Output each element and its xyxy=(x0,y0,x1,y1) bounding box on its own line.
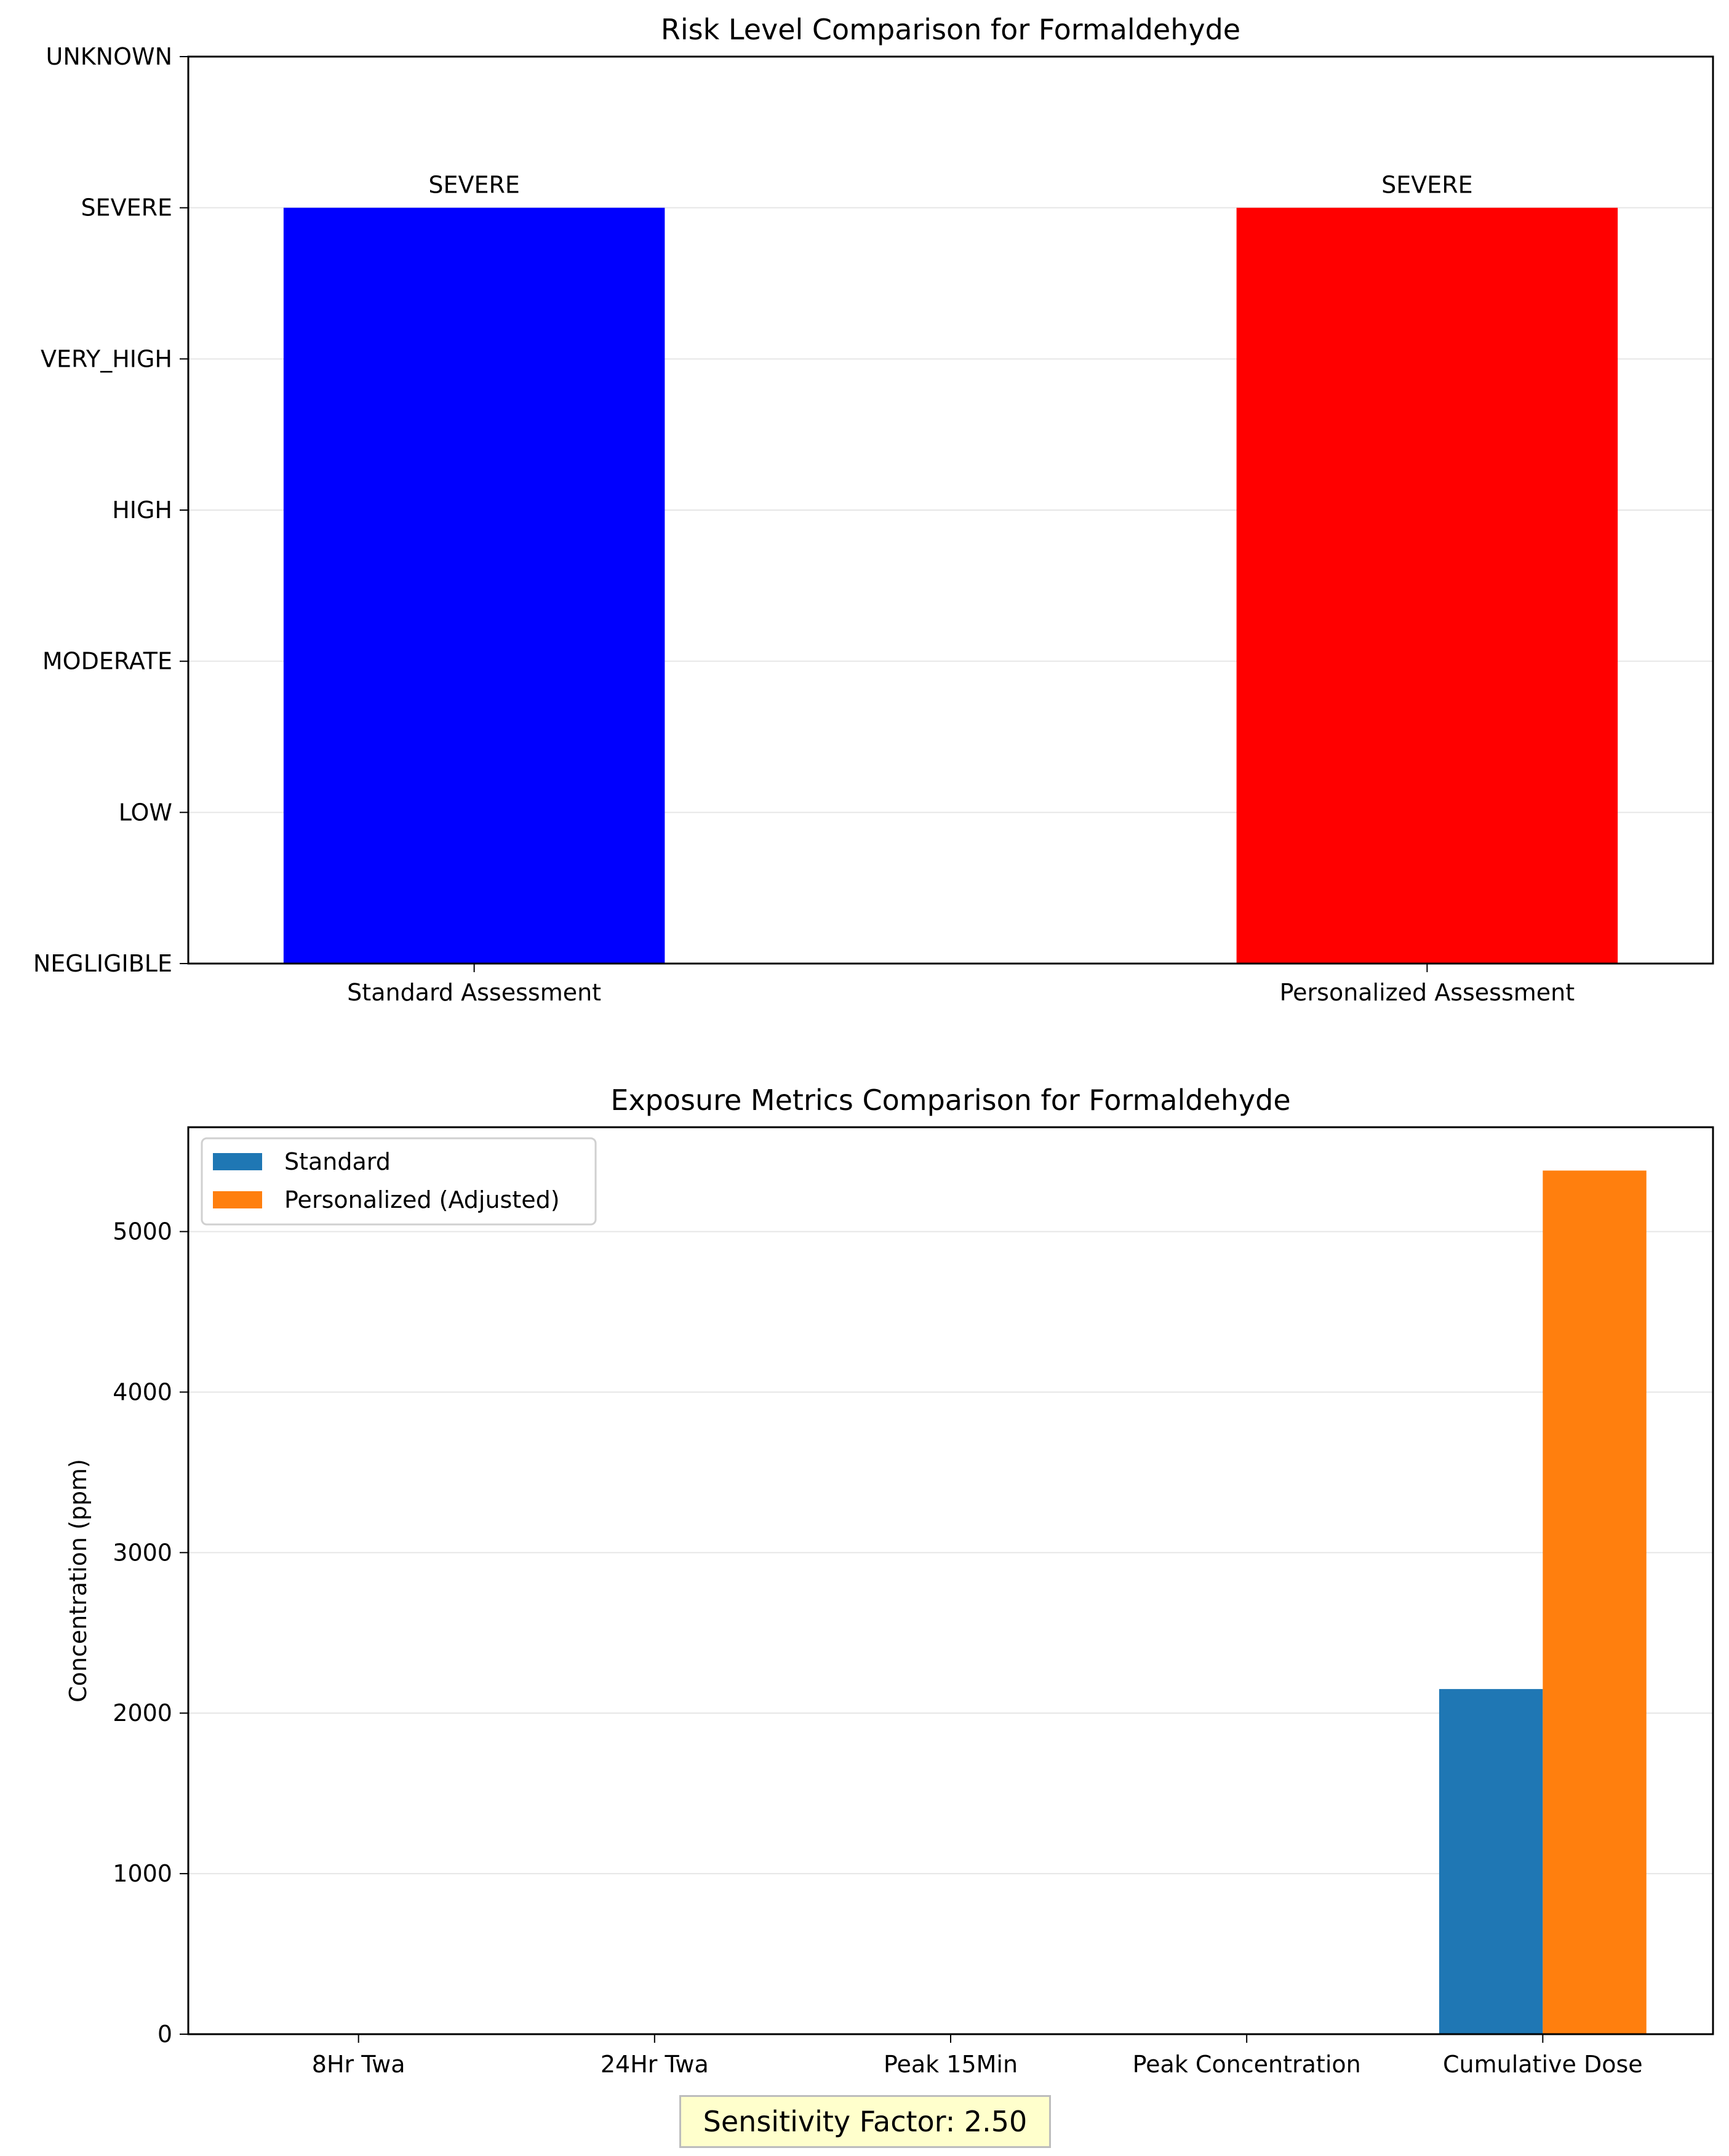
exposure-y-tick-label: 3000 xyxy=(113,1539,172,1566)
exposure-chart-title: Exposure Metrics Comparison for Formalde… xyxy=(610,1084,1290,1117)
risk-x-tick-label-standard-assessment: Standard Assessment xyxy=(347,979,601,1006)
sensitivity-factor-box: Sensitivity Factor: 2.50 xyxy=(679,2095,1051,2148)
risk-y-tick-label-low: LOW xyxy=(119,799,172,826)
legend: Standard Personalized (Adjusted) xyxy=(201,1137,597,1226)
risk-bar-standard-assessment xyxy=(283,207,665,964)
legend-frame xyxy=(201,1137,597,1226)
exposure-x-tick-label-peak-15min: Peak 15Min xyxy=(884,2051,1018,2078)
exposure-y-tick-label: 0 xyxy=(158,2021,172,2048)
risk-y-tick-label-negligible: NEGLIGIBLE xyxy=(33,950,172,977)
exposure-y-tick-label: 5000 xyxy=(113,1218,172,1245)
legend-swatch-personalized xyxy=(213,1191,262,1208)
risk-y-tick-label-moderate: MODERATE xyxy=(42,648,172,675)
legend-swatch-standard xyxy=(213,1153,262,1170)
risk-y-tick-label-very-high: VERY_HIGH xyxy=(41,345,172,372)
exposure-metrics-chart: Exposure Metrics Comparison for Formalde… xyxy=(65,1084,1714,2078)
risk-bar-value-label: SEVERE xyxy=(1381,172,1473,199)
exposure-x-tick-label-peak-concentration: Peak Concentration xyxy=(1133,2051,1361,2078)
exposure-bar-standard-cumulative-dose xyxy=(1439,1689,1543,2034)
risk-x-tick-label-personalized-assessment: Personalized Assessment xyxy=(1280,979,1575,1006)
exposure-bar-personalized-adjusted-cumulative-dose xyxy=(1543,1170,1647,2034)
exposure-y-tick-label: 4000 xyxy=(113,1378,172,1405)
legend-label-standard: Standard xyxy=(284,1148,391,1175)
exposure-y-axis-label: Concentration (ppm) xyxy=(65,1459,92,1703)
risk-y-tick-label-high: HIGH xyxy=(112,497,172,524)
legend-label-personalized: Personalized (Adjusted) xyxy=(284,1186,560,1213)
exposure-x-tick-label-8hr-twa: 8Hr Twa xyxy=(312,2051,405,2078)
risk-bar-personalized-assessment xyxy=(1236,207,1618,964)
exposure-y-tick-label: 1000 xyxy=(113,1860,172,1887)
risk-y-tick-label-unknown: UNKNOWN xyxy=(46,43,173,70)
risk-bar-value-label: SEVERE xyxy=(428,172,520,199)
risk-y-tick-label-severe: SEVERE xyxy=(81,194,172,222)
risk-chart-title: Risk Level Comparison for Formaldehyde xyxy=(661,13,1240,46)
exposure-y-tick-label: 2000 xyxy=(113,1699,172,1727)
risk-level-chart: Risk Level Comparison for Formaldehyde S… xyxy=(33,13,1714,1006)
exposure-x-tick-label-cumulative-dose: Cumulative Dose xyxy=(1443,2051,1643,2078)
exposure-x-tick-label-24hr-twa: 24Hr Twa xyxy=(601,2051,709,2078)
